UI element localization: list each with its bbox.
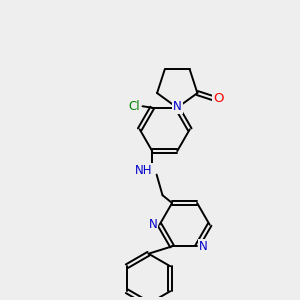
Text: N: N bbox=[149, 218, 158, 231]
Text: O: O bbox=[213, 92, 224, 105]
Text: Cl: Cl bbox=[129, 100, 140, 113]
Text: NH: NH bbox=[135, 164, 152, 177]
Text: N: N bbox=[173, 100, 182, 113]
Text: N: N bbox=[199, 240, 208, 253]
